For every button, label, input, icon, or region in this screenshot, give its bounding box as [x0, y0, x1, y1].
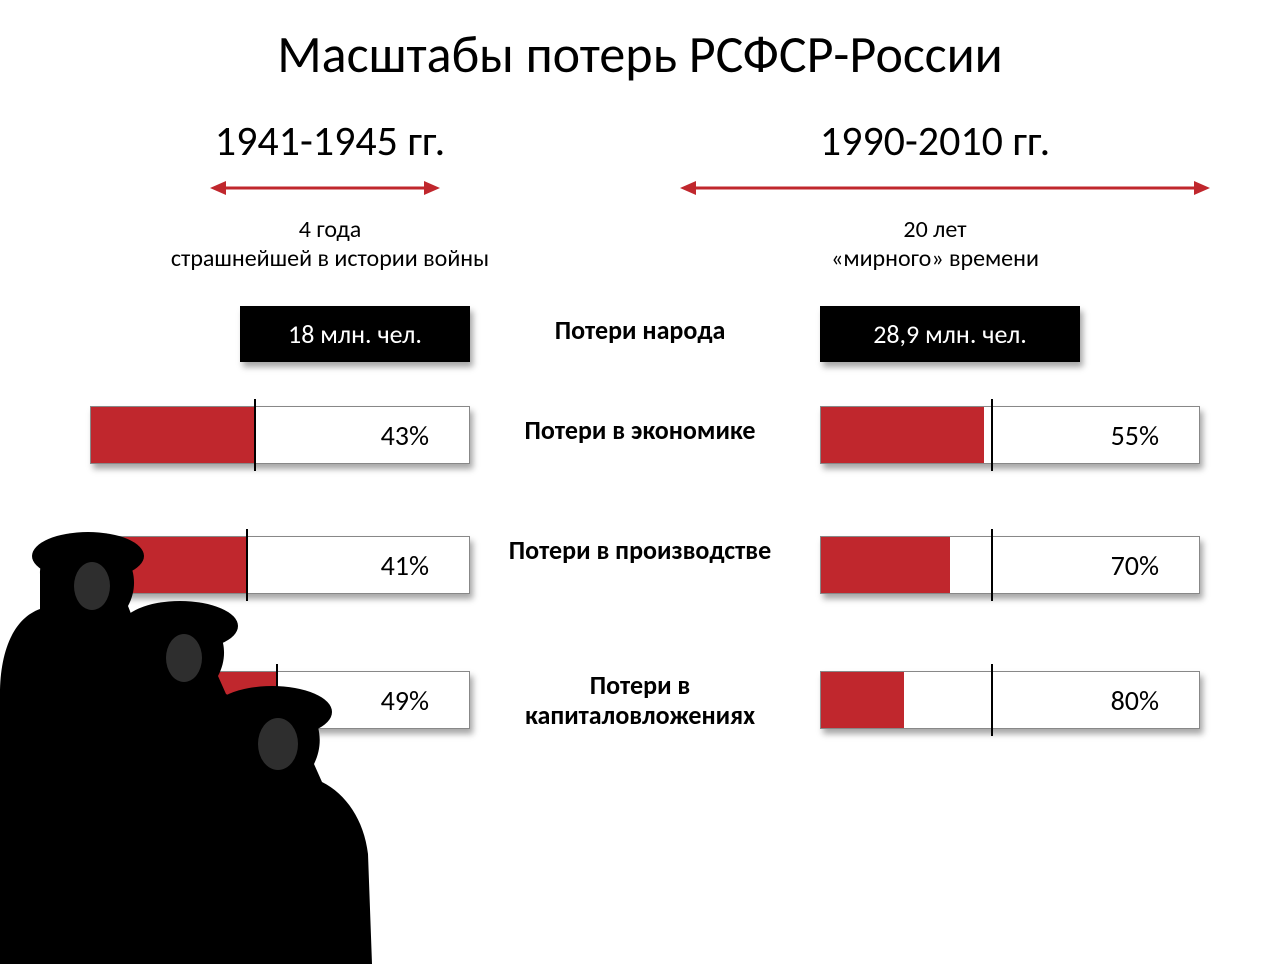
bar-label: 43% [381, 407, 429, 463]
left-subhead: 4 года страшнейшей в истории войны [110, 216, 550, 274]
bar-fill [821, 672, 904, 728]
category-economy: Потери в экономике [490, 416, 790, 446]
right-arrow [680, 176, 1210, 200]
category-production: Потери в производстве [490, 536, 790, 566]
left-subhead-line1: 4 года [299, 215, 362, 244]
bar-tick [254, 399, 256, 471]
left-arrow [210, 176, 440, 200]
bar-label: 70% [1111, 537, 1159, 593]
bar-label: 80% [1111, 672, 1159, 728]
left-people-box: 18 млн. чел. [240, 306, 470, 362]
right-bar-production: 70% [820, 536, 1200, 594]
right-people-box: 28,9 млн. чел. [820, 306, 1080, 362]
bar-label: 55% [1111, 407, 1159, 463]
right-bar-economy: 55% [820, 406, 1200, 464]
bar-fill [821, 407, 984, 463]
category-people: Потери народа [490, 316, 790, 346]
left-period: 1941-1945 гг. [120, 116, 540, 167]
bar-tick [991, 399, 993, 471]
bar-tick [991, 664, 993, 736]
bar-fill [91, 407, 254, 463]
left-subhead-line2: страшнейшей в истории войны [171, 244, 489, 273]
bar-tick [991, 529, 993, 601]
right-subhead-line1: 20 лет [903, 215, 966, 244]
right-bar-investment: 80% [820, 671, 1200, 729]
bar-fill [821, 537, 950, 593]
right-subhead: 20 лет «мирного» времени [700, 216, 1170, 274]
right-period: 1990-2010 гг. [700, 116, 1170, 167]
right-subhead-line2: «мирного» времени [831, 244, 1039, 273]
page-title: Масштабы потерь РСФСР-России [0, 0, 1280, 86]
soldiers-silhouette-icon [0, 514, 390, 964]
left-bar-economy: 43% [90, 406, 470, 464]
category-investment: Потери в капиталовложениях [490, 671, 790, 731]
